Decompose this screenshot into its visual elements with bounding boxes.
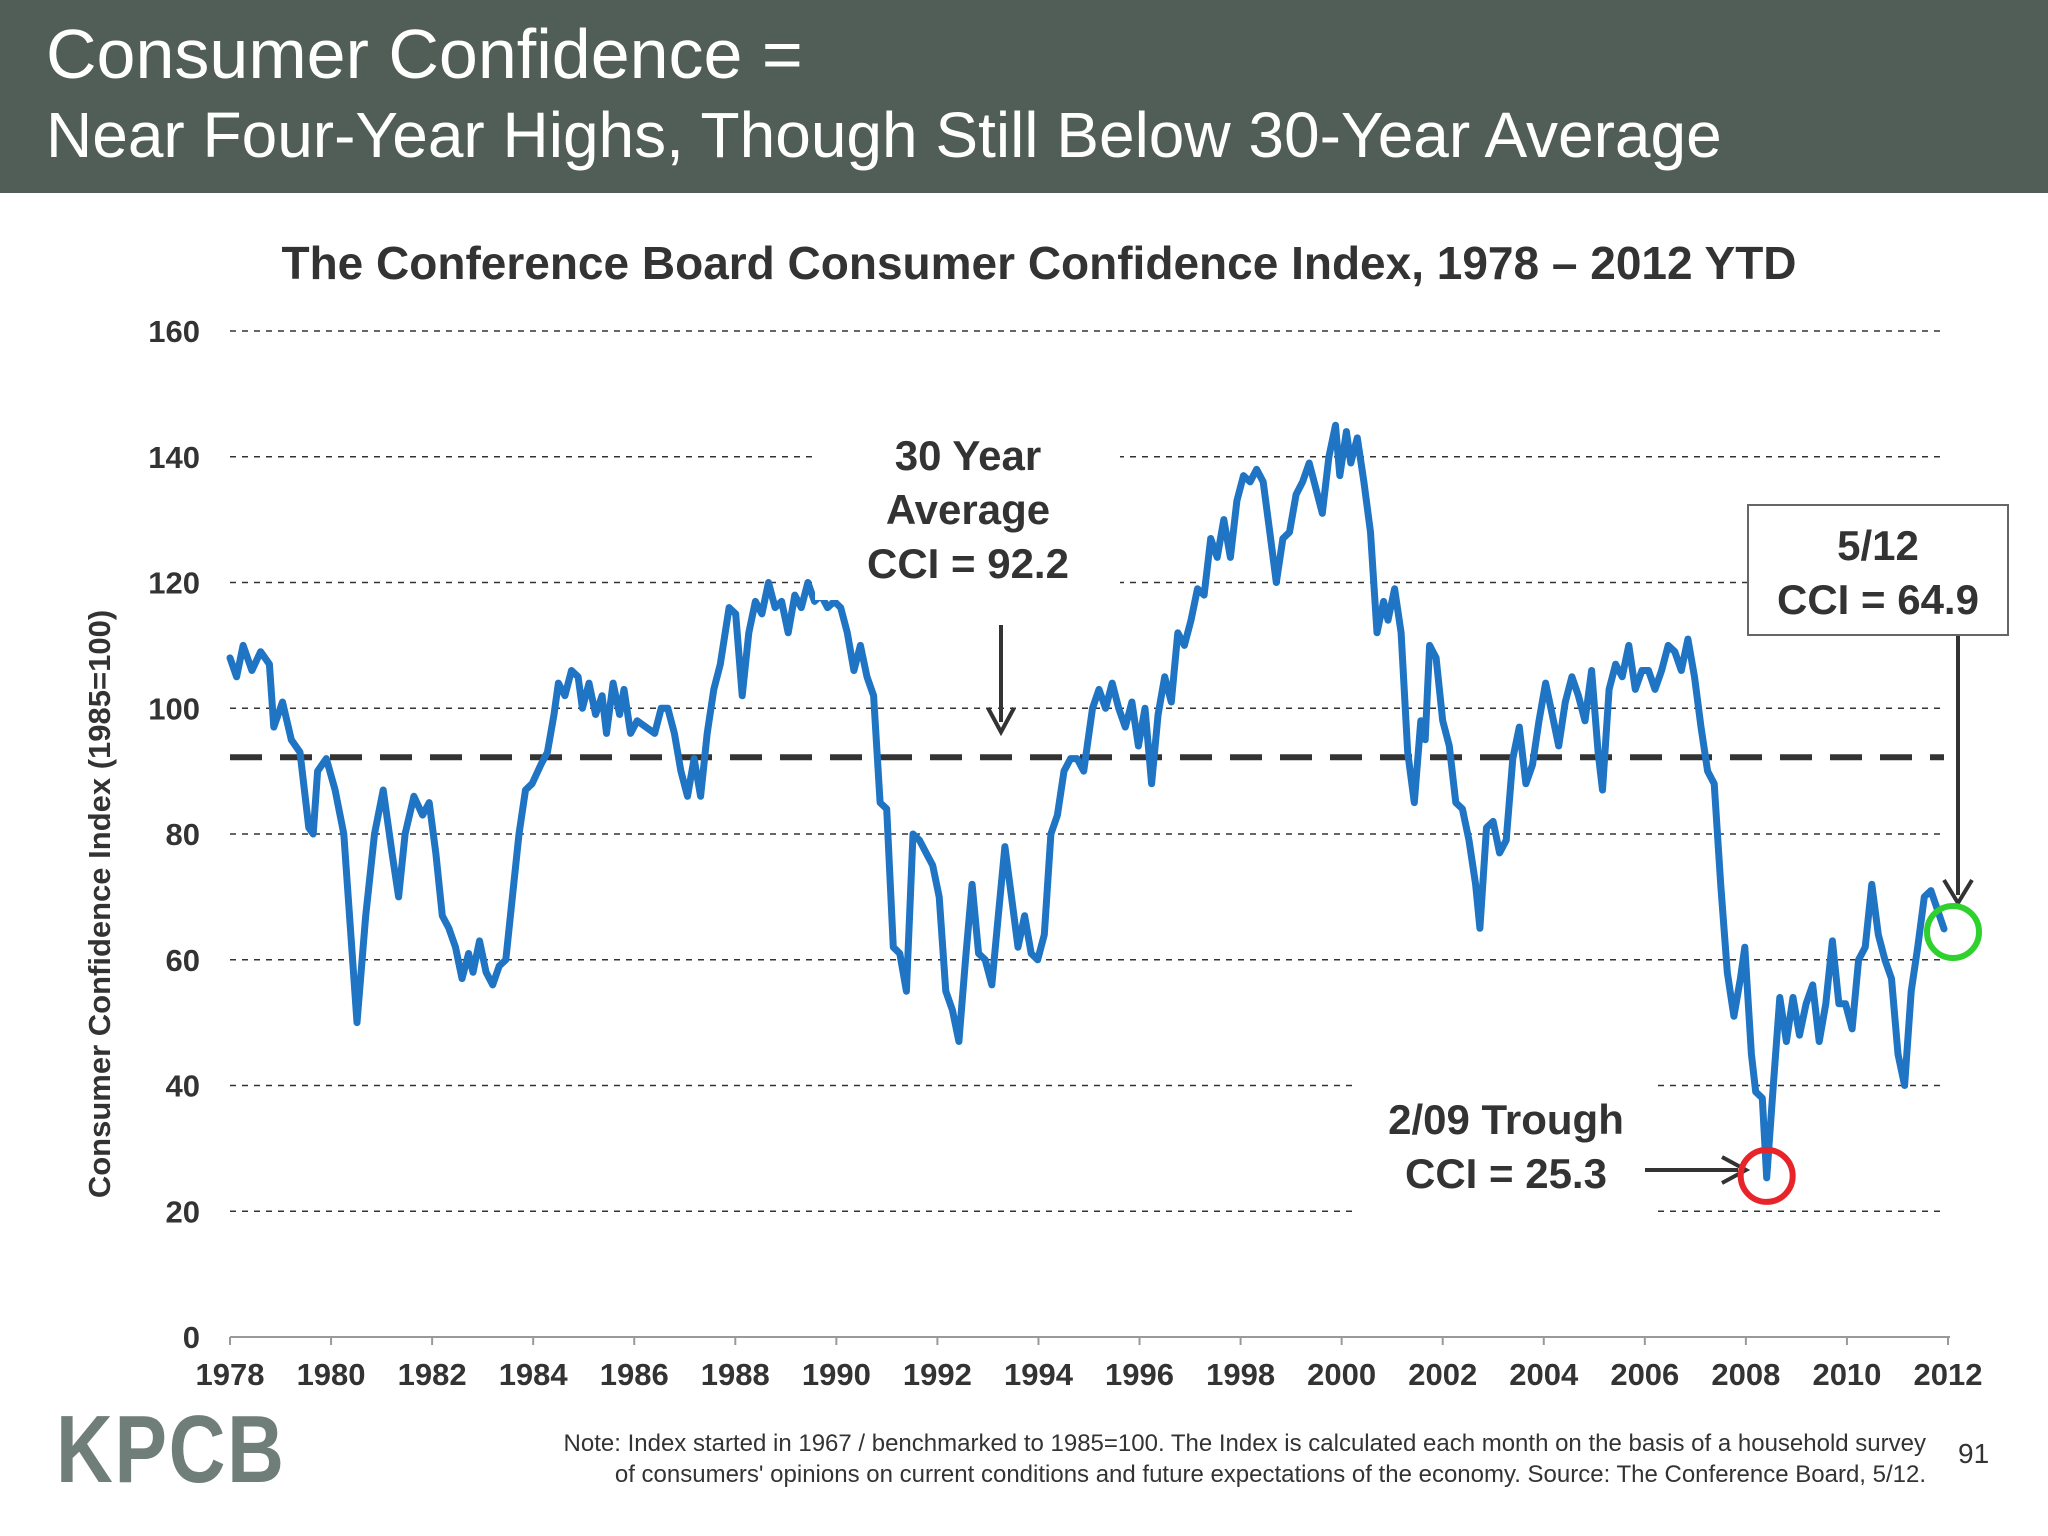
- average-label-bg: [815, 425, 1120, 600]
- slide-subtitle: Near Four-Year Highs, Though Still Below…: [46, 99, 1722, 171]
- y-tick-label: 160: [148, 314, 200, 349]
- x-tick-label: 1994: [1004, 1357, 1074, 1392]
- y-tick-label: 60: [166, 943, 200, 978]
- x-tick-label: 1986: [600, 1357, 669, 1392]
- footnote: Note: Index started in 1967 / benchmarke…: [366, 1428, 1926, 1490]
- chart-title: The Conference Board Consumer Confidence…: [281, 237, 1797, 289]
- average-label-line: Average: [886, 486, 1050, 533]
- x-tick-label: 1982: [398, 1357, 467, 1392]
- series-line: [226, 421, 1948, 1182]
- x-tick-label: 1980: [297, 1357, 366, 1392]
- latest-label-line: CCI = 64.9: [1777, 576, 1979, 623]
- slide-title: Consumer Confidence =: [46, 15, 803, 93]
- y-tick-label: 120: [148, 566, 200, 601]
- trough-arrow-head: [1721, 1155, 1751, 1185]
- y-tick-label: 140: [148, 440, 200, 475]
- x-tick-label: 2000: [1307, 1357, 1376, 1392]
- trough-label-line: CCI = 25.3: [1405, 1150, 1607, 1197]
- y-tick-label: 100: [148, 691, 200, 726]
- trough-circle: [1737, 1146, 1796, 1205]
- average-arrow-head: [986, 707, 1016, 737]
- x-tick-label: 2002: [1408, 1357, 1477, 1392]
- x-tick-label: 1988: [701, 1357, 770, 1392]
- latest-label-box: [1747, 504, 2009, 636]
- x-tick-label: 1998: [1206, 1357, 1275, 1392]
- x-tick-label: 2012: [1914, 1357, 1983, 1392]
- x-tick-label: 2004: [1509, 1357, 1579, 1392]
- slide-header: Consumer Confidence = Near Four-Year Hig…: [0, 0, 2048, 193]
- y-axis-label: Consumer Confidence Index (1985=100): [82, 610, 117, 1198]
- average-label-line: 30 Year: [895, 432, 1041, 479]
- x-tick-label: 1990: [802, 1357, 871, 1392]
- x-tick-label: 2006: [1610, 1357, 1679, 1392]
- footnote-line-1: Note: Index started in 1967 / benchmarke…: [563, 1430, 1926, 1457]
- x-tick-label: 1996: [1105, 1357, 1174, 1392]
- x-tick-label: 1984: [499, 1357, 569, 1392]
- trough-label-line: 2/09 Trough: [1388, 1096, 1624, 1143]
- x-tick-label: 2010: [1812, 1357, 1881, 1392]
- latest-arrow-head: [1942, 878, 1974, 907]
- y-tick-label: 40: [166, 1069, 200, 1104]
- y-tick-label: 20: [166, 1194, 200, 1229]
- y-tick-label: 0: [183, 1320, 200, 1355]
- trough-label-bg: [1358, 1080, 1658, 1220]
- latest-label-line: 5/12: [1837, 522, 1919, 569]
- page-number: 91: [1958, 1438, 1990, 1469]
- average-label-line: CCI = 92.2: [867, 540, 1069, 587]
- kpcb-logo: KPCB: [56, 1396, 286, 1503]
- y-tick-label: 80: [166, 817, 200, 852]
- x-tick-label: 1978: [196, 1357, 265, 1392]
- x-tick-label: 1992: [903, 1357, 972, 1392]
- x-tick-label: 2008: [1711, 1357, 1780, 1392]
- latest-circle: [1924, 902, 1982, 961]
- footnote-line-2: of consumers' opinions on current condit…: [614, 1461, 1926, 1488]
